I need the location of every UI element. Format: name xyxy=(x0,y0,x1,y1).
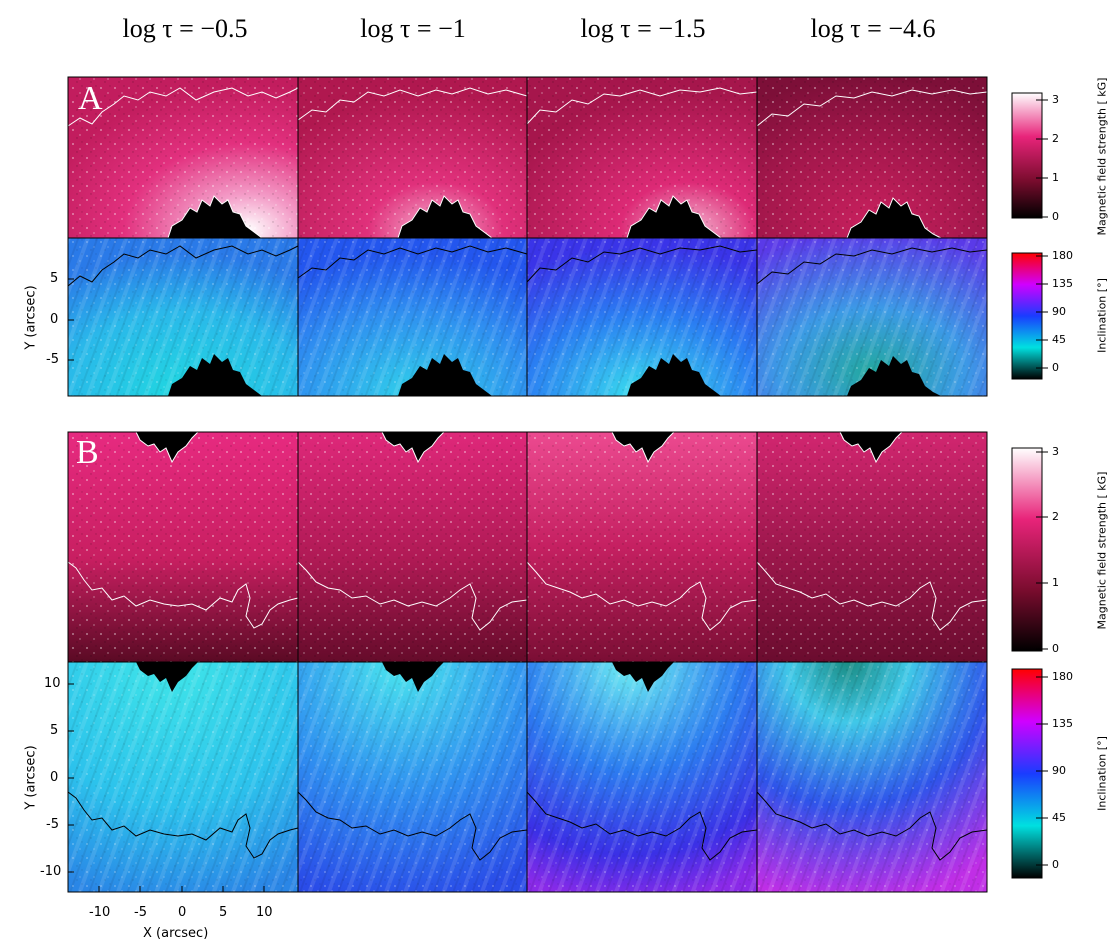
panel-b-field-contour xyxy=(67,561,988,631)
x-axis-title: X (arcsec) xyxy=(143,926,209,941)
y-tick-label: -10 xyxy=(40,864,62,879)
colorbar-tick-label: 180 xyxy=(1052,249,1073,262)
panel-b-frames xyxy=(67,431,988,893)
colorbar-label-field-a: Magnetic field strength [ kG] xyxy=(1095,77,1109,236)
x-tick-label: 0 xyxy=(178,905,187,920)
y-tick-label: 0 xyxy=(50,312,59,327)
colorbar-tick-label: 180 xyxy=(1052,670,1073,683)
colorbar-tick-label: 45 xyxy=(1052,333,1066,346)
panel-b-field-umbra xyxy=(135,431,904,464)
y-tick-label: 0 xyxy=(50,770,59,785)
colorbar-incl-a xyxy=(1011,252,1043,380)
colorbar-label-field-b: Magnetic field strength [ kG] xyxy=(1095,471,1109,630)
x-tick-label: 5 xyxy=(219,905,228,920)
colorbar-tick-label: 1 xyxy=(1052,576,1059,589)
column-title-1: log τ = −0.5 xyxy=(122,14,248,43)
colorbar-tick-label: 0 xyxy=(1052,210,1059,223)
panel-a-inclination-contour xyxy=(67,245,988,287)
colorbar-ticks xyxy=(1036,99,1048,866)
y-tick-label: 5 xyxy=(50,271,59,286)
panel-b-inclination-contour xyxy=(67,791,988,861)
colorbar-tick-label: 3 xyxy=(1052,445,1059,458)
colorbar-tick-label: 0 xyxy=(1052,858,1059,871)
y-tick-label: 10 xyxy=(44,676,61,691)
colorbar-label-incl-a: Inclination [°] xyxy=(1095,278,1109,353)
panel-label-b: B xyxy=(76,434,99,471)
panel-a-field-umbra xyxy=(167,195,942,239)
colorbar-tick-label: 1 xyxy=(1052,171,1059,184)
colorbar-tick-label: 135 xyxy=(1052,277,1073,290)
y-axis-title-a: Y (arcsec) xyxy=(23,285,39,350)
colorbar-tick-label: 0 xyxy=(1052,361,1059,374)
colorbar-tick-label: 0 xyxy=(1052,642,1059,655)
colorbar-tick-label: 2 xyxy=(1052,132,1059,145)
colorbar-tick-label: 135 xyxy=(1052,717,1073,730)
x-ticks xyxy=(98,886,265,892)
colorbar-incl-b xyxy=(1011,668,1043,879)
x-tick-label: -10 xyxy=(89,905,111,920)
column-title-3: log τ = −1.5 xyxy=(580,14,706,43)
x-tick-label: -5 xyxy=(134,905,147,920)
panel-b-inclination-umbra xyxy=(136,662,674,692)
colorbar-tick-label: 45 xyxy=(1052,811,1066,824)
panel-a-frames xyxy=(67,76,988,397)
x-tick-label: 10 xyxy=(256,905,273,920)
colorbar-field-a xyxy=(1011,92,1043,219)
column-title-2: log τ = −1 xyxy=(360,14,466,43)
y-tick-label: 5 xyxy=(50,723,59,738)
y-tick-label: -5 xyxy=(46,352,59,367)
y-ticks-b xyxy=(68,683,74,873)
panel-label-a: A xyxy=(78,80,103,117)
column-title-4: log τ = −4.6 xyxy=(810,14,936,43)
colorbar-tick-label: 3 xyxy=(1052,93,1059,106)
colorbar-tick-label: 90 xyxy=(1052,305,1066,318)
y-ticks-a xyxy=(68,278,74,361)
y-tick-label: -5 xyxy=(46,817,59,832)
panel-a-field-contour xyxy=(67,87,988,127)
y-axis-title-b: Y (arcsec) xyxy=(23,745,39,810)
colorbar-label-incl-b: Inclination [°] xyxy=(1095,736,1109,811)
panel-a-inclination-umbra xyxy=(168,354,941,396)
colorbar-tick-label: 90 xyxy=(1052,764,1066,777)
colorbar-field-b xyxy=(1011,447,1043,652)
colorbar-tick-label: 2 xyxy=(1052,510,1059,523)
